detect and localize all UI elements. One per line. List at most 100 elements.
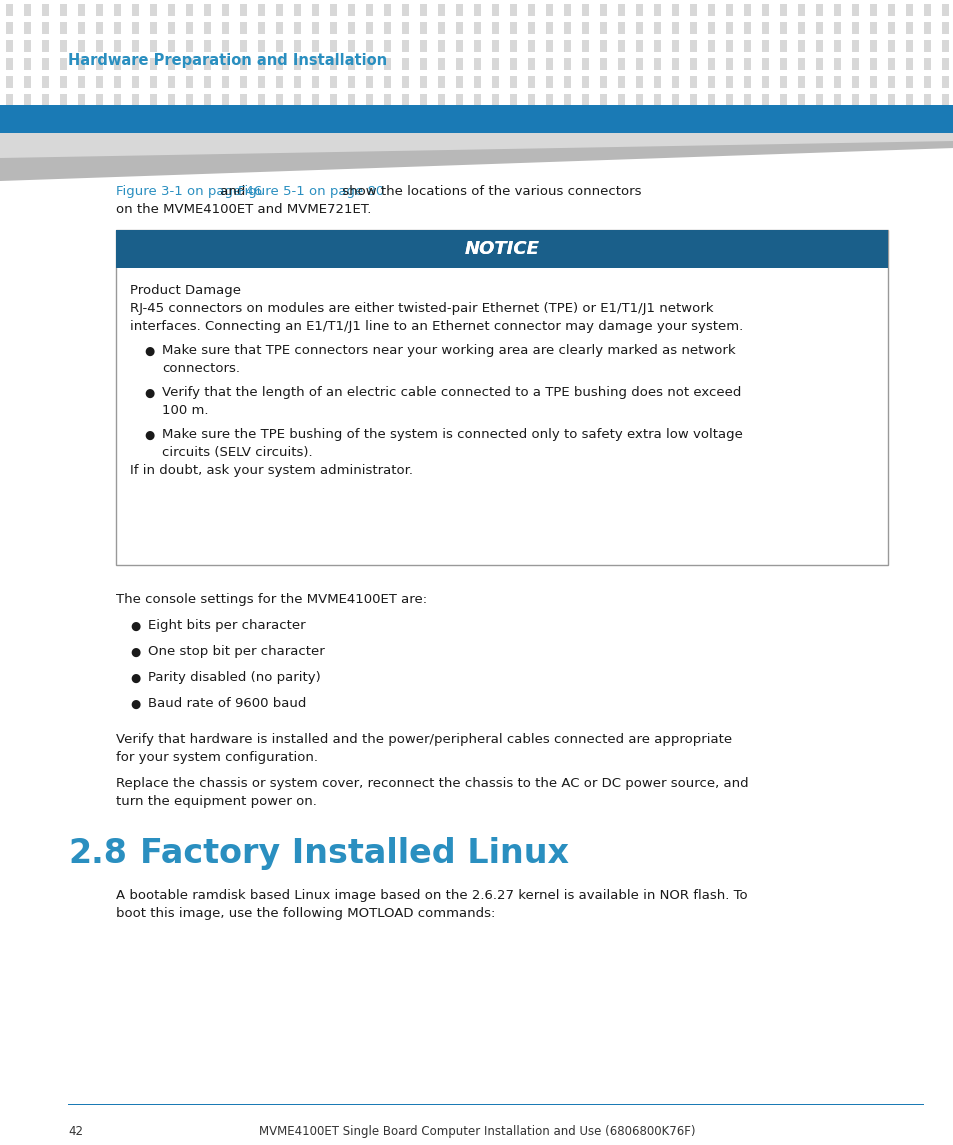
Bar — [869, 22, 876, 34]
Bar — [527, 22, 535, 34]
Bar — [222, 22, 229, 34]
Text: Make sure the TPE bushing of the system is connected only to safety extra low vo: Make sure the TPE bushing of the system … — [162, 428, 742, 441]
Text: Replace the chassis or system cover, reconnect the chassis to the AC or DC power: Replace the chassis or system cover, rec… — [116, 777, 748, 790]
Bar — [78, 22, 85, 34]
Bar — [60, 40, 67, 52]
Bar — [186, 22, 193, 34]
Bar — [168, 40, 174, 52]
Bar — [941, 76, 948, 88]
Bar — [761, 58, 768, 70]
Bar — [419, 76, 427, 88]
Bar — [599, 3, 606, 16]
Bar — [348, 22, 355, 34]
Bar — [743, 22, 750, 34]
Bar — [618, 76, 624, 88]
Text: ●: ● — [130, 698, 140, 711]
Polygon shape — [0, 133, 953, 158]
Bar — [366, 22, 373, 34]
Bar — [654, 94, 660, 106]
Text: If in doubt, ask your system administrator.: If in doubt, ask your system administrat… — [130, 464, 413, 477]
Bar — [671, 40, 679, 52]
Bar — [60, 22, 67, 34]
Bar — [312, 94, 318, 106]
Bar — [384, 76, 391, 88]
Bar — [96, 76, 103, 88]
Bar — [618, 3, 624, 16]
Bar — [6, 76, 13, 88]
Bar — [671, 94, 679, 106]
Bar — [581, 58, 588, 70]
Bar — [42, 22, 49, 34]
Text: on the MVME4100ET and MVME721ET.: on the MVME4100ET and MVME721ET. — [116, 203, 371, 216]
Bar — [384, 3, 391, 16]
Text: NOTICE: NOTICE — [464, 240, 538, 258]
Bar — [654, 22, 660, 34]
Bar — [132, 3, 139, 16]
Bar — [923, 76, 930, 88]
Bar — [761, 40, 768, 52]
Bar — [492, 94, 498, 106]
Bar — [474, 3, 480, 16]
Bar — [851, 22, 858, 34]
Text: ●: ● — [144, 345, 154, 358]
Bar — [851, 94, 858, 106]
Bar — [474, 40, 480, 52]
Bar — [312, 40, 318, 52]
Bar — [869, 3, 876, 16]
Bar — [905, 40, 912, 52]
Bar — [24, 94, 30, 106]
Text: boot this image, use the following MOTLOAD commands:: boot this image, use the following MOTLO… — [116, 907, 495, 919]
Bar — [384, 22, 391, 34]
Bar — [384, 58, 391, 70]
Bar — [0, 181, 953, 1145]
Bar — [599, 94, 606, 106]
Bar — [132, 76, 139, 88]
Bar — [240, 40, 247, 52]
Bar — [581, 76, 588, 88]
Bar — [833, 94, 841, 106]
Bar — [581, 22, 588, 34]
Bar — [348, 40, 355, 52]
Bar — [689, 58, 697, 70]
Bar — [761, 94, 768, 106]
Bar — [60, 94, 67, 106]
Bar — [563, 3, 571, 16]
Bar — [24, 40, 30, 52]
Text: Parity disabled (no parity): Parity disabled (no parity) — [148, 671, 320, 684]
Bar — [851, 3, 858, 16]
Bar — [797, 40, 804, 52]
Bar — [437, 40, 444, 52]
Bar — [780, 76, 786, 88]
Bar — [240, 76, 247, 88]
Bar — [312, 3, 318, 16]
Bar — [654, 40, 660, 52]
Bar — [150, 40, 157, 52]
Bar — [707, 94, 714, 106]
Bar — [474, 76, 480, 88]
Text: RJ-45 connectors on modules are either twisted-pair Ethernet (TPE) or E1/T1/J1 n: RJ-45 connectors on modules are either t… — [130, 302, 713, 315]
Bar — [401, 58, 409, 70]
Bar — [456, 3, 462, 16]
Text: circuits (SELV circuits).: circuits (SELV circuits). — [162, 447, 313, 459]
Bar — [275, 76, 283, 88]
Bar — [437, 3, 444, 16]
Text: Factory Installed Linux: Factory Installed Linux — [140, 837, 568, 870]
Bar — [707, 22, 714, 34]
Bar — [96, 3, 103, 16]
Bar — [150, 22, 157, 34]
Bar — [797, 3, 804, 16]
Bar — [941, 3, 948, 16]
Bar — [384, 40, 391, 52]
Bar — [257, 94, 265, 106]
Bar — [905, 94, 912, 106]
Bar — [150, 58, 157, 70]
Bar — [887, 40, 894, 52]
Bar — [563, 40, 571, 52]
Bar — [275, 40, 283, 52]
Bar — [905, 3, 912, 16]
Bar — [780, 58, 786, 70]
Bar — [437, 94, 444, 106]
Bar — [833, 3, 841, 16]
Bar — [923, 94, 930, 106]
Bar — [222, 40, 229, 52]
